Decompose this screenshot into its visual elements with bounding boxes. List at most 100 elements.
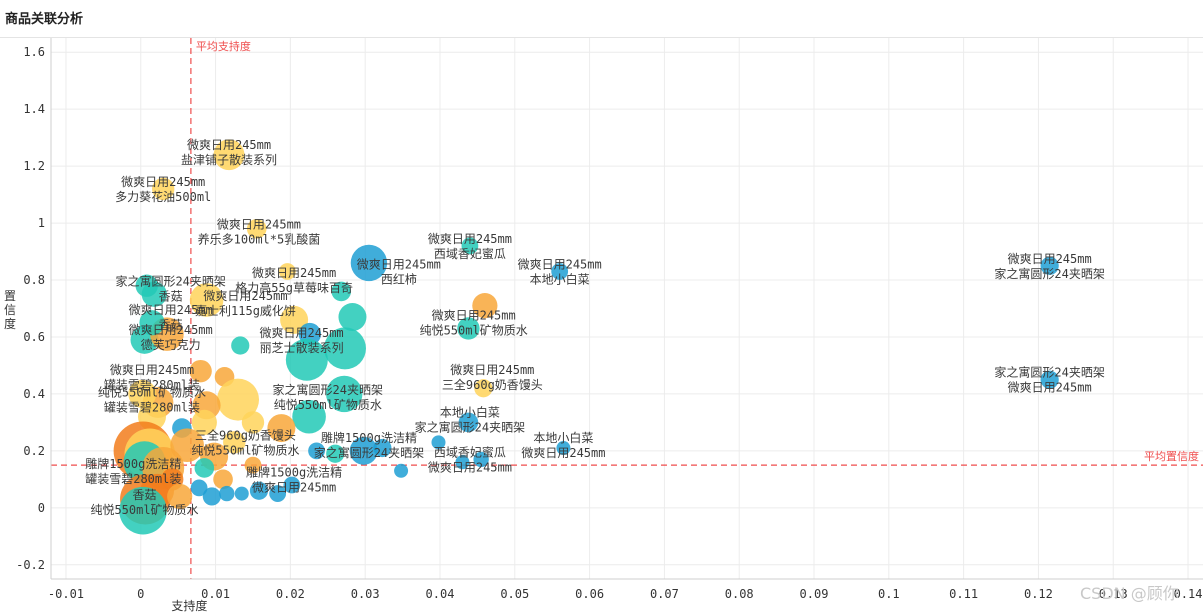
bubble-point (473, 451, 489, 468)
annotation-label: 三全960g奶香馒头 (442, 377, 543, 392)
annotation-label: 雕牌1500g洗洁精 (246, 464, 342, 479)
bubble-point (326, 375, 363, 413)
annotation-label: 德芙巧克力 (141, 337, 201, 352)
bubble-point (472, 293, 498, 319)
annotation-layer: 微爽日用245mm盐津铺子散装系列微爽日用245mm多力葵花油500ml微爽日用… (85, 138, 1105, 517)
annotation-label: 微爽日用245mm (203, 289, 287, 303)
bubble-point (349, 436, 378, 465)
annotation-label: 盐津铺子散装系列 (181, 152, 277, 167)
page-title: 商品关联分析 (5, 12, 84, 27)
annotation-label: 纯悦550ml矿物质水 (191, 443, 299, 457)
annotation-label: 纯悦550ml矿物质水 (98, 386, 206, 400)
annotation-label: 西域香妃蜜瓜 (434, 444, 506, 459)
annotation-label: 微爽日用245mm (518, 257, 602, 271)
annotation-label: 微爽日用245mm (432, 309, 516, 323)
bubble-point (308, 442, 325, 460)
y-tick-label: 0.4 (23, 387, 45, 401)
bubble-point (338, 303, 367, 332)
annotation-label: 微爽日用245mm (428, 232, 512, 246)
annotation-label: 西红柿 (381, 271, 417, 286)
bubble-point (474, 379, 493, 398)
bubble-layer (113, 139, 1059, 535)
watermark: CSDN @顾你 (1080, 584, 1179, 603)
annotation-label: 微爽日用245mm (129, 323, 213, 337)
x-tick-label: 0.11 (949, 587, 978, 601)
annotation-label: 香菇 (159, 290, 183, 304)
annotation-label: 微爽日用245mm (217, 218, 301, 232)
x-tick-label: 0.04 (426, 587, 455, 601)
y-tick-label: -0.2 (16, 558, 45, 572)
annotation-label: 纯悦550ml矿物质水 (420, 324, 528, 338)
annotation-label: 家之寓圆形24夹晒架 (314, 445, 424, 460)
bubble-point (170, 428, 204, 462)
axis-layer: -0.01 0 0.01 0.02 0.03 0.04 0.05 0.06 0.07 0.08 0.… (4, 38, 1203, 612)
annotation-label: 微爽日用245mm (260, 326, 344, 340)
x-tick-label: 0.07 (650, 587, 679, 601)
x-tick-label: 0.1 (878, 587, 900, 601)
bubble-point (267, 414, 296, 443)
bubble-point (269, 485, 287, 502)
y-tick-label: 1.6 (23, 45, 45, 59)
bubble-point (431, 435, 446, 450)
bubble-point (461, 237, 479, 255)
y-tick-label: 0 (38, 501, 45, 515)
annotation-label: 丽芝士散装系列 (260, 340, 344, 355)
bubble-point (167, 483, 193, 510)
x-tick-label: 0.13 (1099, 587, 1128, 601)
y-tick-label: 1.4 (23, 102, 45, 116)
annotation-label: 本地小白菜 (440, 405, 500, 420)
bubble-point (191, 409, 217, 435)
annotation-label: 微爽日用245mm (252, 266, 336, 280)
annotation-label: 微爽日用245mm (110, 363, 194, 377)
avg-support-label: 平均支持度 (196, 39, 251, 53)
y-tick-label: 0.8 (23, 273, 45, 287)
bubble-point (119, 486, 167, 535)
bubble-point (457, 317, 480, 340)
annotation-label: 纯悦550ml矿物质水 (274, 398, 382, 412)
bubble-point (1040, 370, 1059, 389)
bubble-point (1040, 256, 1059, 275)
annotation-label: 西域香妃蜜瓜 (434, 246, 506, 261)
bubble-point (331, 281, 352, 302)
bubble-point (323, 327, 366, 370)
annotation-label: 微爽日用245mm (129, 303, 213, 317)
annotation-label: 微爽日用245mm (428, 460, 512, 474)
x-tick-label: 0.08 (725, 587, 754, 601)
bubble-point (213, 139, 245, 171)
annotation-label: 微爽日用245mm (357, 257, 441, 271)
bubble-point (189, 283, 224, 317)
bubble-point (249, 481, 269, 500)
y-axis-title: 置信度 (4, 289, 16, 331)
bubble-point (280, 305, 309, 334)
annotation-label: 本地小白菜 (533, 430, 593, 445)
x-tick-label: -0.01 (48, 587, 84, 601)
x-tick-label: 0 (137, 587, 144, 601)
x-tick-label: 0.01 (201, 587, 230, 601)
annotation-label: 微爽日用245mm (252, 480, 336, 494)
bubble-point (128, 379, 157, 408)
annotation-label: 微爽日用245mm (1008, 252, 1092, 266)
annotation-label: 家之寓圆形24夹晒架 (415, 420, 525, 435)
annotation-label: 三全960g奶香馒头 (195, 427, 296, 442)
grid-layer (51, 38, 1203, 579)
y-tick-label: 1.2 (23, 159, 45, 173)
bubble-point (455, 455, 470, 470)
annotation-label: 家之寓圆形24夹晒架 (273, 382, 383, 397)
x-tick-label: 0.09 (800, 587, 829, 601)
bubble-point (213, 469, 233, 490)
bubble-point (219, 485, 235, 502)
x-tick-label: 0.14 (1174, 587, 1203, 601)
bubble-point (458, 412, 479, 433)
x-tick-label: 0.05 (500, 587, 529, 601)
annotation-label: 罐装雪碧280ml装 (104, 401, 200, 415)
annotation-label: 多力葵花油500ml (115, 189, 211, 204)
bubble-point (190, 479, 208, 497)
bubble-point (350, 244, 388, 282)
page-header: 商品关联分析 (0, 0, 1203, 38)
bubble-point (241, 411, 265, 434)
annotation-label: 微爽日用245mm (121, 175, 205, 189)
x-axis-title: 支持度 (171, 598, 207, 612)
annotation-label: 微爽日用245mm (1008, 381, 1092, 395)
y-tick-label: 0.2 (23, 444, 45, 458)
